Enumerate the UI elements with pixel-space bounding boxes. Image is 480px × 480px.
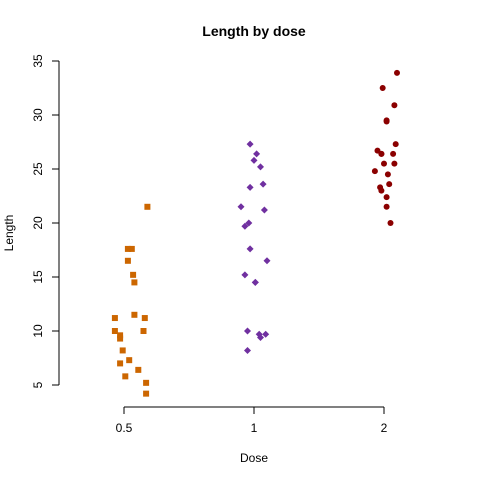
data-point <box>383 194 390 201</box>
data-point <box>386 181 393 188</box>
data-point <box>257 163 264 171</box>
data-point <box>251 278 259 286</box>
data-point <box>140 328 147 334</box>
data-point <box>246 183 254 191</box>
data-point <box>391 102 398 109</box>
data-point <box>383 203 390 210</box>
data-point <box>253 150 261 158</box>
data-point <box>130 271 137 278</box>
x-axis: 0.5 1 2 <box>116 406 388 435</box>
data-point <box>141 315 148 322</box>
data-point <box>144 203 151 210</box>
y-tick-label: 25 <box>31 162 45 176</box>
y-tick-label: 5 <box>31 381 45 388</box>
data-point <box>371 168 378 175</box>
data-point <box>111 328 118 334</box>
data-point <box>117 335 124 342</box>
data-point <box>117 332 124 339</box>
data-point <box>244 327 251 335</box>
y-tick-label: 20 <box>31 216 45 230</box>
y-axis: 5 10 15 20 25 30 35 <box>31 54 60 388</box>
series-0.5 <box>111 203 151 397</box>
x-tick-label: 0.5 <box>116 421 133 435</box>
data-point <box>237 203 245 211</box>
data-point <box>245 219 253 227</box>
y-tick-label: 15 <box>31 270 45 284</box>
data-point <box>119 347 126 354</box>
y-tick-label: 10 <box>31 324 45 338</box>
data-point <box>122 373 129 380</box>
data-point <box>384 171 391 178</box>
data-point <box>374 147 381 154</box>
data-point <box>124 245 131 252</box>
data-point <box>246 245 254 253</box>
data-point <box>246 140 254 148</box>
data-point <box>143 379 150 386</box>
data-point <box>135 366 142 373</box>
data-point <box>128 245 135 252</box>
data-point <box>255 330 263 338</box>
data-point <box>126 357 133 364</box>
data-point <box>377 184 384 191</box>
data-point <box>260 206 268 214</box>
data-point <box>244 346 251 354</box>
data-point <box>143 390 150 397</box>
chart-title: Length by dose <box>202 23 306 39</box>
data-point <box>124 257 131 264</box>
data-point <box>381 160 387 167</box>
plot-points <box>111 69 400 397</box>
series-2 <box>371 69 400 226</box>
data-point <box>263 257 271 265</box>
data-point <box>250 156 258 164</box>
data-point <box>117 360 124 367</box>
data-point <box>241 271 249 279</box>
y-tick-label: 35 <box>31 54 45 68</box>
data-point <box>131 279 138 286</box>
x-tick-label: 2 <box>381 421 388 435</box>
data-point <box>391 160 398 167</box>
x-axis-label: Dose <box>240 451 268 465</box>
series-1 <box>237 140 271 354</box>
x-tick-label: 1 <box>251 421 258 435</box>
y-axis-label: Length <box>2 215 16 252</box>
data-point <box>111 315 118 322</box>
data-point <box>379 85 386 91</box>
data-point <box>394 69 400 76</box>
data-point <box>262 330 270 338</box>
data-point <box>387 220 394 226</box>
y-tick-label: 30 <box>31 108 45 122</box>
data-point <box>392 141 399 148</box>
data-point <box>383 117 390 124</box>
data-point <box>241 222 249 230</box>
data-point <box>131 311 138 318</box>
data-point <box>390 150 397 157</box>
data-point <box>259 180 267 188</box>
